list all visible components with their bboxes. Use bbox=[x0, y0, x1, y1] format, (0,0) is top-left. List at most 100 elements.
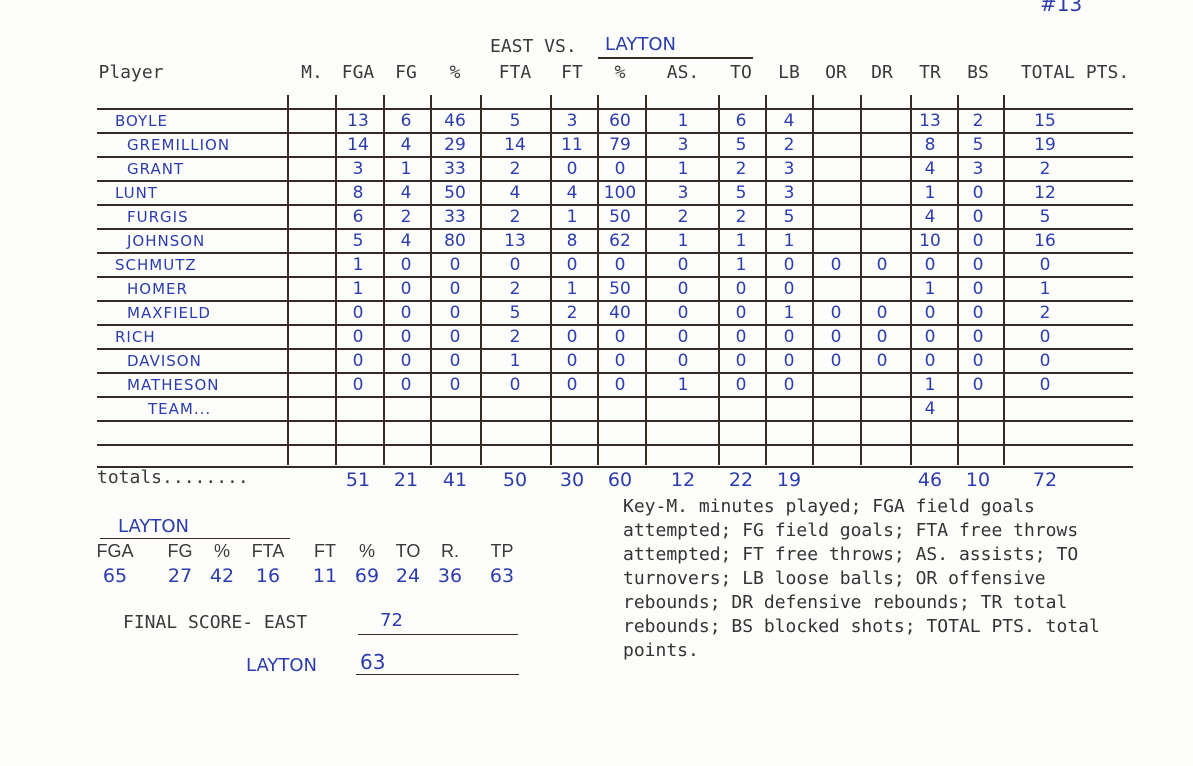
stat-cell: 2 bbox=[677, 207, 689, 227]
stat-cell: 0 bbox=[400, 303, 412, 323]
stat-cell: 1 bbox=[924, 279, 936, 299]
stat-cell: 0 bbox=[783, 279, 795, 299]
opponent-value: 11 bbox=[312, 565, 338, 587]
stat-cell: 2 bbox=[1039, 159, 1051, 179]
key-legend: Key-M. minutes played; FGA field goals a… bbox=[623, 496, 1111, 661]
stat-cell: 3 bbox=[783, 159, 795, 179]
stat-cell: 13 bbox=[347, 111, 369, 131]
column-line bbox=[765, 95, 767, 465]
stat-cell: 1 bbox=[566, 207, 578, 227]
stat-cell: 0 bbox=[876, 327, 888, 347]
stat-cell: 15 bbox=[1034, 111, 1056, 131]
stat-cell: 0 bbox=[677, 255, 689, 275]
stat-cell: 0 bbox=[566, 351, 578, 371]
stat-cell: 40 bbox=[609, 303, 631, 323]
opponent-header: TP bbox=[490, 541, 514, 561]
stat-cell: 0 bbox=[924, 303, 936, 323]
stat-cell: 10 bbox=[919, 231, 941, 251]
stat-cell: 4 bbox=[400, 135, 412, 155]
stat-cell: 0 bbox=[783, 327, 795, 347]
stat-cell: 3 bbox=[566, 111, 578, 131]
row-line bbox=[97, 420, 1133, 422]
opponent-value: 69 bbox=[354, 565, 380, 587]
stat-cell: 1 bbox=[677, 375, 689, 395]
column-header: AS. bbox=[666, 62, 700, 83]
column-line bbox=[860, 95, 862, 465]
stat-cell: 0 bbox=[566, 375, 578, 395]
row-line bbox=[97, 466, 1133, 468]
stat-cell: 0 bbox=[400, 375, 412, 395]
stat-cell: 2 bbox=[509, 279, 521, 299]
column-line bbox=[383, 95, 385, 465]
stat-cell: 0 bbox=[876, 351, 888, 371]
player-name: MATHESON bbox=[127, 376, 220, 394]
column-line bbox=[550, 95, 552, 465]
stat-cell: 5 bbox=[1039, 207, 1051, 227]
final-score-opponent-label: LAYTON bbox=[246, 655, 317, 676]
opponent-value: 16 bbox=[255, 565, 281, 587]
column-header: DR bbox=[871, 62, 893, 83]
stat-cell: 1 bbox=[924, 183, 936, 203]
stat-cell: 2 bbox=[735, 207, 747, 227]
stat-cell: 12 bbox=[1034, 183, 1056, 203]
stat-cell: 0 bbox=[566, 327, 578, 347]
player-name: LUNT bbox=[115, 184, 158, 202]
stat-cell: 0 bbox=[614, 351, 626, 371]
stat-cell: 2 bbox=[735, 159, 747, 179]
stat-cell: 4 bbox=[400, 183, 412, 203]
column-header: Player bbox=[98, 62, 164, 83]
stat-cell: 11 bbox=[561, 135, 583, 155]
stat-cell: 6 bbox=[352, 207, 364, 227]
total-cell: 30 bbox=[559, 469, 585, 491]
final-score-opponent: 63 bbox=[360, 650, 386, 674]
total-cell: 10 bbox=[965, 469, 991, 491]
player-name: TEAM... bbox=[148, 400, 212, 418]
stat-cell: 0 bbox=[566, 255, 578, 275]
stat-cell: 3 bbox=[783, 183, 795, 203]
stat-cell: 0 bbox=[972, 351, 984, 371]
stat-cell: 0 bbox=[924, 351, 936, 371]
stat-cell: 0 bbox=[400, 327, 412, 347]
opponent-header: FG bbox=[167, 541, 193, 561]
stat-cell: 0 bbox=[735, 327, 747, 347]
total-cell: 19 bbox=[776, 469, 802, 491]
column-header: FG bbox=[395, 62, 417, 83]
column-line bbox=[287, 95, 289, 465]
stat-cell: 2 bbox=[783, 135, 795, 155]
stat-cell: 4 bbox=[400, 231, 412, 251]
stat-cell: 62 bbox=[609, 231, 631, 251]
column-line bbox=[480, 95, 482, 465]
stat-cell: 79 bbox=[609, 135, 631, 155]
stat-cell: 1 bbox=[352, 255, 364, 275]
column-header: % bbox=[614, 62, 626, 83]
stat-cell: 6 bbox=[735, 111, 747, 131]
totals-label: totals........ bbox=[97, 467, 249, 488]
total-cell: 46 bbox=[917, 469, 943, 491]
stat-cell: 0 bbox=[566, 159, 578, 179]
stat-cell: 0 bbox=[677, 327, 689, 347]
stat-cell: 14 bbox=[504, 135, 526, 155]
stat-cell: 0 bbox=[449, 351, 461, 371]
stat-cell: 1 bbox=[677, 231, 689, 251]
stat-cell: 1 bbox=[352, 279, 364, 299]
stat-cell: 0 bbox=[830, 327, 842, 347]
column-line bbox=[957, 95, 959, 465]
total-cell: 50 bbox=[502, 469, 528, 491]
stat-cell: 0 bbox=[1039, 327, 1051, 347]
stat-cell: 0 bbox=[677, 303, 689, 323]
stat-cell: 5 bbox=[509, 303, 521, 323]
stat-cell: 0 bbox=[972, 231, 984, 251]
stat-cell: 0 bbox=[400, 279, 412, 299]
stat-cell: 0 bbox=[1039, 375, 1051, 395]
stat-cell: 0 bbox=[972, 279, 984, 299]
stat-cell: 29 bbox=[444, 135, 466, 155]
total-cell: 12 bbox=[670, 469, 696, 491]
stat-cell: 5 bbox=[352, 231, 364, 251]
player-name: MAXFIELD bbox=[127, 304, 211, 322]
row-line bbox=[97, 324, 1133, 326]
stat-cell: 0 bbox=[614, 375, 626, 395]
row-line bbox=[97, 180, 1133, 182]
stat-cell: 0 bbox=[783, 255, 795, 275]
stat-cell: 1 bbox=[735, 255, 747, 275]
stat-cell: 0 bbox=[876, 255, 888, 275]
